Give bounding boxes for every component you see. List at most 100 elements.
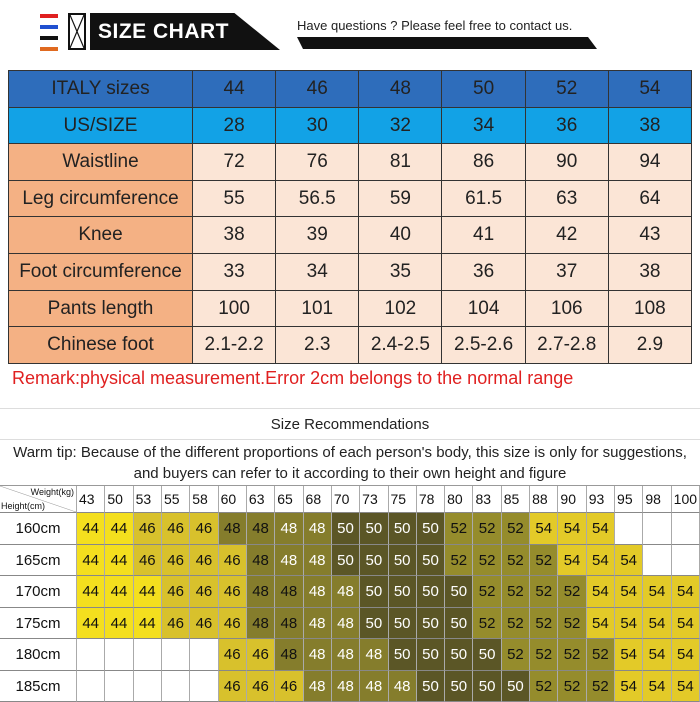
weight-header: 53 [134,486,162,513]
size-cell: 46 [190,576,218,608]
table-cell: 106 [526,291,609,328]
flag-stripe-orange [40,47,58,51]
table-cell: 28 [193,108,276,145]
flag-stripe-black [40,36,58,40]
size-cell: 46 [219,576,247,608]
height-label: 170cm [0,576,77,608]
size-cell: 50 [445,671,473,702]
weight-header: 78 [417,486,445,513]
table-cell: 64 [609,181,692,218]
size-cell: 54 [643,671,671,702]
size-cell: 52 [445,545,473,577]
size-cell: 50 [360,513,388,545]
table-cell: 42 [526,217,609,254]
corner-header: Weight(kg) Height(cm) [0,486,77,513]
size-cell: 52 [530,576,558,608]
table-cell: 37 [526,254,609,291]
weight-header: 63 [247,486,275,513]
size-cell: 52 [473,513,501,545]
size-cell [615,513,643,545]
size-cell: 54 [587,513,615,545]
size-cell: 52 [558,608,586,640]
table-cell: 2.9 [609,327,692,364]
size-cell: 48 [332,576,360,608]
size-cell: 54 [615,545,643,577]
size-cell: 54 [643,576,671,608]
table-cell: 38 [609,254,692,291]
decorative-bar [297,37,597,49]
table-cell: 35 [359,254,442,291]
size-cell: 52 [502,608,530,640]
size-cell [162,639,190,671]
size-cell: 54 [672,576,700,608]
size-cell: 46 [247,639,275,671]
table-cell: 2.1-2.2 [193,327,276,364]
table-cell: 101 [276,291,359,328]
weight-header: 55 [162,486,190,513]
weight-header: 88 [530,486,558,513]
table-cell: 44 [193,71,276,108]
size-cell: 52 [445,513,473,545]
recommendations-title: Size Recommendations [0,408,700,440]
size-cell: 46 [219,545,247,577]
size-cell: 48 [304,513,332,545]
table-cell: 30 [276,108,359,145]
size-cell: 52 [473,608,501,640]
height-label: Height(cm) [1,501,45,511]
size-cell: 52 [473,545,501,577]
size-cell: 52 [530,545,558,577]
row-label: Waistline [9,144,193,181]
size-cell: 52 [502,639,530,671]
row-label: Foot circumference [9,254,193,291]
table-cell: 36 [526,108,609,145]
size-cell: 44 [105,576,133,608]
table-cell: 36 [442,254,525,291]
size-cell: 44 [134,576,162,608]
size-cell: 46 [219,608,247,640]
size-cell: 50 [473,639,501,671]
size-cell: 46 [219,671,247,702]
height-label: 175cm [0,608,77,640]
table-cell: 63 [526,181,609,218]
size-cell: 48 [332,608,360,640]
height-label: 185cm [0,671,77,702]
size-cell: 50 [473,671,501,702]
size-cell: 50 [389,576,417,608]
size-cell: 44 [77,608,105,640]
size-cell: 44 [105,513,133,545]
size-cell: 48 [275,513,303,545]
size-cell: 54 [558,513,586,545]
size-cell [77,639,105,671]
size-cell: 46 [162,545,190,577]
table-cell: 2.7-2.8 [526,327,609,364]
size-cell [672,513,700,545]
size-cell: 44 [134,608,162,640]
size-cell: 50 [389,608,417,640]
size-cell: 46 [134,513,162,545]
size-cell: 50 [417,608,445,640]
contact-text: Have questions ? Please feel free to con… [297,18,572,33]
size-cell: 50 [417,671,445,702]
size-cell: 54 [530,513,558,545]
table-cell: 81 [359,144,442,181]
table-cell: 108 [609,291,692,328]
table-cell: 94 [609,144,692,181]
size-cell: 48 [304,545,332,577]
size-cell: 46 [275,671,303,702]
table-cell: 90 [526,144,609,181]
weight-header: 50 [105,486,133,513]
weight-label: Weight(kg) [31,487,74,497]
size-cell: 50 [389,639,417,671]
size-cell: 50 [389,513,417,545]
size-cell [190,639,218,671]
weight-header: 65 [275,486,303,513]
size-cell: 54 [558,545,586,577]
size-cell: 52 [558,671,586,702]
remark: Remark:physical measurement.Error 2cm be… [12,368,573,389]
size-cell: 54 [615,639,643,671]
size-cell [672,545,700,577]
size-cell: 46 [134,545,162,577]
weight-header: 83 [473,486,501,513]
size-cell: 48 [275,639,303,671]
